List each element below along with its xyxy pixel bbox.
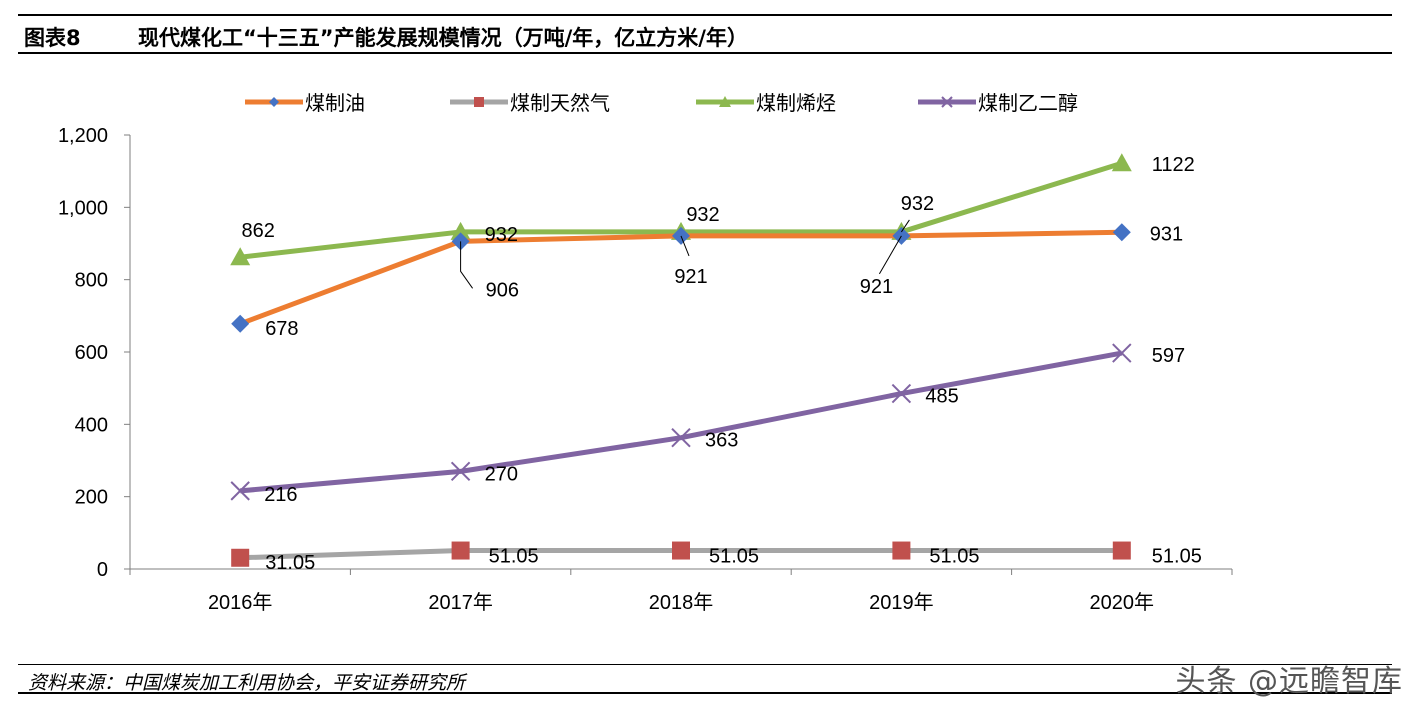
watermark: 头条 @远瞻智库 [1175,664,1403,699]
data-label: 51.05 [929,546,979,568]
source-note: 资料来源：中国煤炭加工利用协会，平安证券研究所 [28,672,466,694]
y-tick-label: 800 [75,270,108,292]
x-tick-label: 2016年 [208,591,273,614]
legend-marker [941,96,953,108]
data-label: 51.05 [1152,546,1202,568]
data-point-煤制油 [231,314,250,333]
y-tick-label: 1,000 [58,197,108,219]
data-label: 932 [901,193,934,215]
data-label: 51.05 [489,546,539,568]
data-label: 931 [1150,223,1183,245]
y-tick-label: 1,200 [58,125,108,147]
chart-title: 现代煤化工“十三五”产能发展规模情况（万吨/年，亿立方米/年） [138,26,748,50]
data-label: 932 [485,224,518,246]
data-point-煤制烯烃 [230,247,251,266]
data-label: 31.05 [265,552,315,574]
legend-label: 煤制天然气 [510,92,610,115]
data-label: 216 [264,484,297,506]
data-point-煤制天然气 [1112,541,1131,560]
data-point-煤制乙二醇 [891,383,912,404]
x-tick-label: 2020年 [1090,591,1155,614]
data-point-煤制乙二醇 [671,428,691,448]
data-label: 932 [686,204,719,226]
leader-line [900,219,910,233]
data-label: 921 [860,276,893,298]
data-point-煤制乙二醇 [1112,343,1132,363]
data-point-煤制天然气 [231,548,250,567]
data-label: 921 [674,266,707,288]
line-chart: 0 200 400 600 800 1,000 1,200 2016年 2017年 2018年 20… [58,92,1233,614]
data-label: 363 [705,430,738,452]
figure-title-bar: 图表8 现代煤化工“十三五”产能发展规模情况（万吨/年，亿立方米/年） [18,14,1392,54]
data-point-煤制烯烃 [1111,153,1132,172]
data-label: 862 [242,220,275,242]
x-tick-label: 2017年 [428,591,493,614]
x-tick-label: 2019年 [869,591,934,614]
data-label: 51.05 [709,546,759,568]
data-label: 906 [486,279,519,301]
data-label: 1122 [1152,154,1195,176]
data-label: 678 [265,318,298,340]
data-label: 485 [925,386,958,408]
y-tick-label: 0 [97,559,108,581]
legend-label: 煤制油 [305,92,365,115]
data-point-煤制乙二醇 [450,461,471,482]
data-point-煤制乙二醇 [230,481,250,501]
footer-bar: 资料来源：中国煤炭加工利用协会，平安证券研究所 [18,664,1392,694]
x-tick-label: 2018年 [649,591,714,614]
leader-line [680,235,690,257]
legend-marker [269,97,279,107]
y-tick-label: 400 [75,414,108,436]
data-label: 270 [485,463,518,485]
leader-line [460,241,474,289]
leader-line [878,235,902,275]
data-point-煤制油 [1112,223,1131,242]
data-label: 597 [1152,345,1185,367]
legend-marker [474,97,484,107]
y-tick-label: 600 [75,342,108,364]
data-point-煤制天然气 [672,541,690,560]
legend-marker [719,96,731,107]
data-point-煤制天然气 [892,541,911,560]
series-line-煤制乙二醇 [239,350,1123,494]
data-point-煤制烯烃 [450,221,471,240]
data-point-煤制天然气 [451,541,470,560]
y-tick-label: 200 [75,487,108,509]
legend-label: 煤制乙二醇 [978,92,1078,115]
legend-label: 煤制烯烃 [756,92,836,115]
figure-label: 图表8 [24,26,81,50]
